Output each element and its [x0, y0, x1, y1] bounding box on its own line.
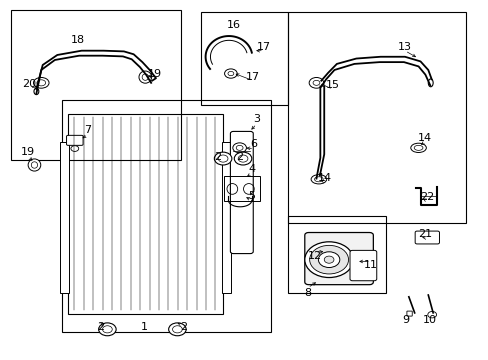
- Bar: [68, 114, 222, 314]
- Text: 2: 2: [97, 322, 104, 332]
- Text: 20: 20: [22, 79, 37, 89]
- Text: 14: 14: [317, 173, 331, 183]
- Circle shape: [236, 145, 243, 150]
- Text: 18: 18: [71, 35, 85, 45]
- Circle shape: [238, 155, 247, 162]
- Bar: [201, 12, 287, 105]
- Text: 2: 2: [236, 152, 243, 162]
- Ellipse shape: [31, 162, 38, 168]
- Text: 10: 10: [423, 315, 436, 325]
- Text: 16: 16: [226, 20, 240, 30]
- Text: 6: 6: [250, 139, 257, 149]
- Circle shape: [312, 80, 319, 85]
- Ellipse shape: [413, 145, 422, 150]
- Text: 1: 1: [141, 322, 148, 332]
- Circle shape: [99, 323, 116, 336]
- Bar: [287, 12, 465, 223]
- Text: 22: 22: [419, 192, 433, 202]
- Circle shape: [224, 69, 237, 78]
- Text: 21: 21: [417, 229, 431, 239]
- Circle shape: [218, 155, 227, 162]
- Circle shape: [234, 152, 251, 165]
- Text: 17: 17: [256, 42, 270, 52]
- Circle shape: [324, 256, 333, 263]
- Circle shape: [102, 326, 112, 333]
- Circle shape: [308, 77, 323, 88]
- Ellipse shape: [410, 143, 426, 153]
- FancyBboxPatch shape: [406, 311, 411, 316]
- Text: 17: 17: [245, 72, 260, 82]
- Circle shape: [304, 242, 353, 278]
- Text: 2: 2: [214, 152, 221, 162]
- Ellipse shape: [139, 71, 151, 83]
- Ellipse shape: [28, 159, 41, 171]
- FancyBboxPatch shape: [349, 250, 376, 281]
- Circle shape: [214, 152, 231, 165]
- Ellipse shape: [34, 88, 39, 95]
- Text: 15: 15: [325, 80, 339, 90]
- Ellipse shape: [142, 74, 148, 80]
- Text: 2: 2: [180, 322, 187, 332]
- Bar: [11, 10, 181, 160]
- Circle shape: [309, 246, 348, 274]
- Circle shape: [318, 252, 339, 267]
- Text: 9: 9: [402, 315, 408, 325]
- FancyBboxPatch shape: [230, 131, 253, 253]
- Text: 5: 5: [248, 191, 255, 201]
- Text: 3: 3: [253, 114, 260, 124]
- Text: 12: 12: [307, 251, 322, 261]
- Ellipse shape: [37, 80, 45, 86]
- Text: 4: 4: [248, 164, 255, 174]
- Circle shape: [227, 71, 233, 76]
- Circle shape: [168, 323, 186, 336]
- Bar: [287, 216, 385, 293]
- Circle shape: [427, 311, 436, 318]
- Circle shape: [71, 146, 79, 152]
- Ellipse shape: [33, 77, 49, 88]
- Bar: [62, 100, 271, 332]
- Circle shape: [232, 143, 246, 153]
- Bar: [223, 176, 260, 202]
- FancyBboxPatch shape: [414, 231, 439, 244]
- Text: 11: 11: [363, 260, 377, 270]
- Text: 8: 8: [304, 288, 311, 297]
- Ellipse shape: [427, 79, 432, 87]
- Bar: [60, 143, 69, 293]
- Text: 19: 19: [147, 68, 161, 78]
- Ellipse shape: [310, 175, 326, 184]
- Text: 13: 13: [397, 42, 411, 52]
- FancyBboxPatch shape: [66, 135, 83, 145]
- Text: 14: 14: [417, 133, 431, 143]
- Text: 19: 19: [21, 147, 35, 157]
- FancyBboxPatch shape: [304, 233, 372, 285]
- Ellipse shape: [314, 177, 323, 182]
- Circle shape: [172, 326, 182, 333]
- Bar: [221, 143, 231, 293]
- Text: 7: 7: [84, 125, 91, 135]
